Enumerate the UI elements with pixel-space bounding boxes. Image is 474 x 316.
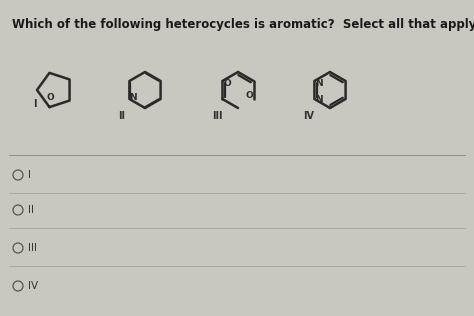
Text: O: O bbox=[246, 92, 254, 100]
Text: I: I bbox=[28, 170, 31, 180]
Text: N: N bbox=[129, 94, 137, 102]
Text: IV: IV bbox=[303, 111, 315, 121]
Text: III: III bbox=[212, 111, 222, 121]
Text: II: II bbox=[28, 205, 34, 215]
Text: O: O bbox=[224, 78, 231, 88]
Text: N: N bbox=[316, 78, 323, 88]
Text: III: III bbox=[28, 243, 37, 253]
Text: O: O bbox=[46, 93, 55, 102]
Text: II: II bbox=[118, 111, 126, 121]
Text: N: N bbox=[316, 94, 323, 104]
Text: IV: IV bbox=[28, 281, 38, 291]
Text: Which of the following heterocycles is aromatic?  Select all that apply: Which of the following heterocycles is a… bbox=[12, 18, 474, 31]
Text: I: I bbox=[33, 99, 37, 109]
